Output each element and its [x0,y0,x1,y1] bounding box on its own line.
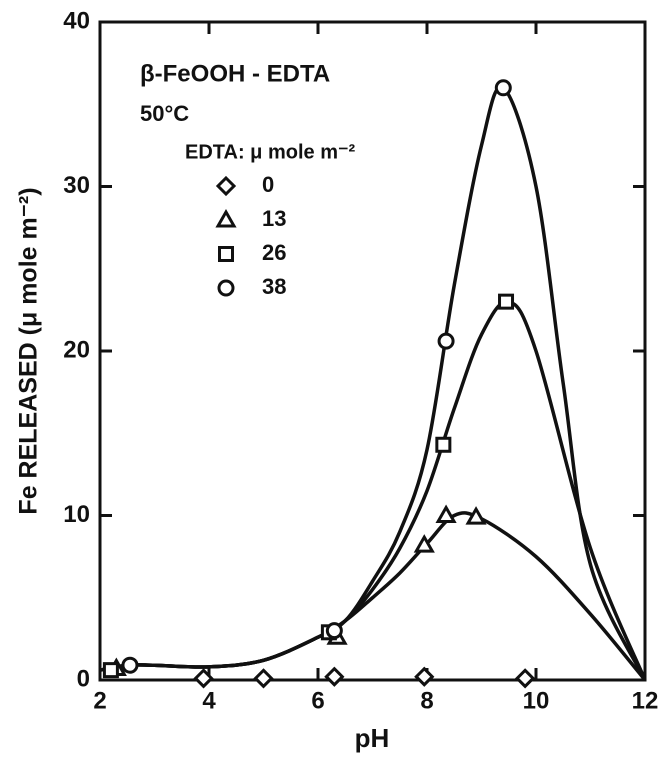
marker-triangle [465,506,487,525]
x-tick-label: 4 [202,687,216,714]
chart-title: β-FeOOH - EDTA [140,60,330,87]
x-tick-label: 8 [420,687,433,714]
marker-triangle [413,534,435,553]
marker-square [498,293,515,310]
legend-marker [215,175,237,197]
marker-diamond [514,668,536,689]
legend-marker [218,246,234,262]
x-tick-label: 10 [523,687,550,714]
x-tick-label: 12 [632,687,659,714]
legend-marker [217,279,235,297]
legend-label: 0 [262,172,274,197]
marker-diamond [414,666,435,687]
marker-diamond [253,668,274,689]
legend-label: 13 [262,206,286,231]
fit-curve [99,85,647,681]
marker-square [435,436,452,453]
x-axis-label: pH [355,723,390,753]
legend-label: 38 [262,274,286,299]
marker-circle [325,622,343,640]
marker-square [102,662,119,679]
marker-diamond [324,666,345,687]
legend-title: EDTA: μ mole m⁻² [185,141,356,163]
fit-curve [99,511,647,682]
marker-circle [494,79,512,97]
marker-triangle [435,504,457,523]
marker-diamond [193,668,214,689]
y-tick-label: 20 [63,336,90,363]
y-tick-label: 40 [63,7,90,34]
x-tick-label: 6 [311,687,324,714]
chart-subtitle: 50°C [140,101,189,126]
x-tick-label: 2 [93,687,106,714]
y-axis-label: Fe RELEASED (μ mole m⁻²) [15,187,43,514]
legend-marker [215,208,237,228]
fit-curve [99,299,647,681]
marker-circle [121,656,139,674]
y-tick-label: 0 [77,665,90,692]
marker-circle [437,332,455,350]
y-tick-label: 30 [63,172,90,199]
y-tick-label: 10 [63,501,90,528]
legend-label: 26 [262,240,286,265]
